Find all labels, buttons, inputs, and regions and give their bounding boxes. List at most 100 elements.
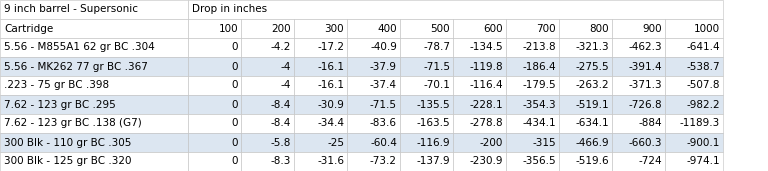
Bar xyxy=(665,152,723,171)
Text: 300: 300 xyxy=(324,23,344,34)
Text: .223 - 75 gr BC .398: .223 - 75 gr BC .398 xyxy=(4,81,109,90)
Bar xyxy=(506,57,559,76)
Bar xyxy=(241,38,294,57)
Text: -4: -4 xyxy=(280,81,291,90)
Text: -31.6: -31.6 xyxy=(317,156,344,167)
Text: 0: 0 xyxy=(231,81,238,90)
Bar xyxy=(0,133,188,152)
Text: -275.5: -275.5 xyxy=(575,62,609,71)
Text: Cartridge: Cartridge xyxy=(4,23,53,34)
Text: -135.5: -135.5 xyxy=(416,100,450,109)
Bar xyxy=(400,57,453,76)
Bar xyxy=(347,152,400,171)
Bar xyxy=(241,95,294,114)
Bar xyxy=(665,133,723,152)
Bar xyxy=(559,38,612,57)
Text: -371.3: -371.3 xyxy=(628,81,662,90)
Bar xyxy=(400,133,453,152)
Bar xyxy=(400,19,453,38)
Text: 9 inch barrel - Supersonic: 9 inch barrel - Supersonic xyxy=(4,4,138,15)
Bar xyxy=(612,19,665,38)
Text: 7.62 - 123 gr BC .295: 7.62 - 123 gr BC .295 xyxy=(4,100,116,109)
Bar xyxy=(453,76,506,95)
Bar xyxy=(506,38,559,57)
Bar xyxy=(0,19,188,38)
Text: 7.62 - 123 gr BC .138 (G7): 7.62 - 123 gr BC .138 (G7) xyxy=(4,119,142,128)
Text: -900.1: -900.1 xyxy=(687,137,720,148)
Bar xyxy=(400,38,453,57)
Bar xyxy=(0,76,188,95)
Bar xyxy=(294,114,347,133)
Bar xyxy=(294,152,347,171)
Bar xyxy=(665,95,723,114)
Bar xyxy=(453,38,506,57)
Bar xyxy=(241,57,294,76)
Bar xyxy=(0,57,188,76)
Text: -34.4: -34.4 xyxy=(317,119,344,128)
Text: -8.4: -8.4 xyxy=(270,119,291,128)
Text: 0: 0 xyxy=(231,62,238,71)
Text: -71.5: -71.5 xyxy=(423,62,450,71)
Bar xyxy=(188,152,241,171)
Bar xyxy=(400,76,453,95)
Text: -724: -724 xyxy=(638,156,662,167)
Text: 5.56 - M855A1 62 gr BC .304: 5.56 - M855A1 62 gr BC .304 xyxy=(4,43,154,52)
Bar xyxy=(453,152,506,171)
Text: -8.3: -8.3 xyxy=(270,156,291,167)
Text: -83.6: -83.6 xyxy=(370,119,397,128)
Text: -78.7: -78.7 xyxy=(423,43,450,52)
Bar xyxy=(0,0,188,19)
Text: -726.8: -726.8 xyxy=(628,100,662,109)
Text: -116.9: -116.9 xyxy=(416,137,450,148)
Text: -519.6: -519.6 xyxy=(575,156,609,167)
Bar xyxy=(506,152,559,171)
Text: 5.56 - MK262 77 gr BC .367: 5.56 - MK262 77 gr BC .367 xyxy=(4,62,148,71)
Bar xyxy=(188,133,241,152)
Bar xyxy=(453,95,506,114)
Bar xyxy=(294,19,347,38)
Bar xyxy=(188,57,241,76)
Text: 0: 0 xyxy=(231,137,238,148)
Text: -519.1: -519.1 xyxy=(575,100,609,109)
Bar xyxy=(506,19,559,38)
Text: -641.4: -641.4 xyxy=(687,43,720,52)
Bar xyxy=(453,19,506,38)
Bar xyxy=(400,152,453,171)
Text: 0: 0 xyxy=(231,119,238,128)
Text: -37.9: -37.9 xyxy=(370,62,397,71)
Bar xyxy=(612,57,665,76)
Bar xyxy=(612,76,665,95)
Bar xyxy=(0,152,188,171)
Bar xyxy=(559,152,612,171)
Bar xyxy=(453,57,506,76)
Bar xyxy=(559,57,612,76)
Bar xyxy=(347,19,400,38)
Text: -634.1: -634.1 xyxy=(575,119,609,128)
Bar xyxy=(188,95,241,114)
Text: -660.3: -660.3 xyxy=(628,137,662,148)
Text: -4: -4 xyxy=(280,62,291,71)
Bar xyxy=(665,19,723,38)
Bar xyxy=(506,76,559,95)
Text: -70.1: -70.1 xyxy=(423,81,450,90)
Text: -60.4: -60.4 xyxy=(370,137,397,148)
Text: -321.3: -321.3 xyxy=(575,43,609,52)
Text: -315: -315 xyxy=(532,137,556,148)
Text: -71.5: -71.5 xyxy=(370,100,397,109)
Bar xyxy=(506,114,559,133)
Text: 0: 0 xyxy=(231,43,238,52)
Text: -884: -884 xyxy=(638,119,662,128)
Text: -17.2: -17.2 xyxy=(317,43,344,52)
Bar xyxy=(665,76,723,95)
Text: -186.4: -186.4 xyxy=(522,62,556,71)
Bar xyxy=(665,57,723,76)
Bar xyxy=(612,133,665,152)
Text: -5.8: -5.8 xyxy=(270,137,291,148)
Text: 100: 100 xyxy=(218,23,238,34)
Text: 1000: 1000 xyxy=(694,23,720,34)
Bar xyxy=(665,38,723,57)
Text: 800: 800 xyxy=(589,23,609,34)
Text: -16.1: -16.1 xyxy=(317,62,344,71)
Bar xyxy=(612,114,665,133)
Text: -230.9: -230.9 xyxy=(469,156,503,167)
